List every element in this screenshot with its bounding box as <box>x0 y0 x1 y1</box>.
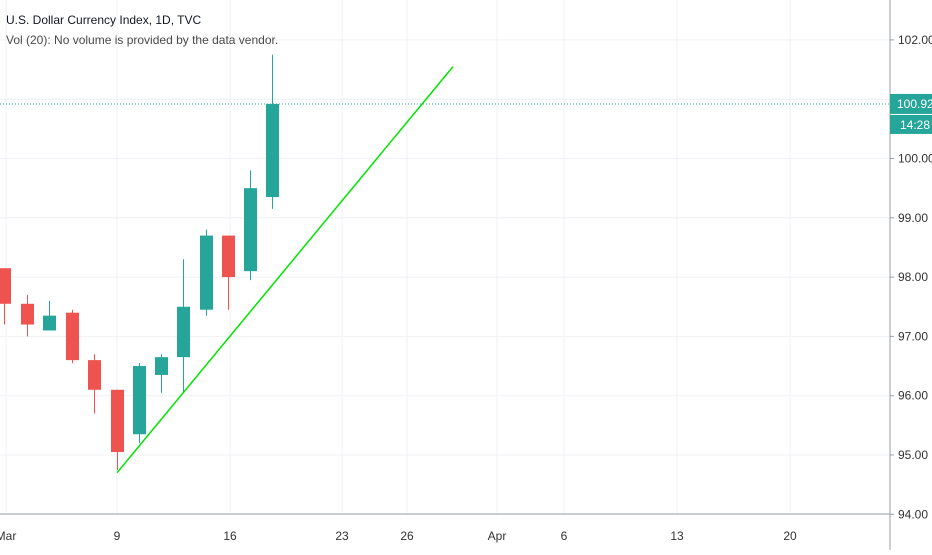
y-tick-label: 94.00 <box>898 507 928 521</box>
y-tick-label: 100.00 <box>898 152 932 166</box>
trendline[interactable] <box>116 66 454 474</box>
x-tick-label: 9 <box>114 529 121 543</box>
y-tick-label: 98.00 <box>898 270 928 284</box>
last-price-badge <box>890 93 932 114</box>
x-tick-label: 16 <box>223 529 237 543</box>
chart-legend: U.S. Dollar Currency Index, 1D, TVC Vol … <box>6 10 278 50</box>
x-tick-label: 20 <box>783 529 797 543</box>
candle-body[interactable] <box>244 188 257 272</box>
candle-body[interactable] <box>266 103 279 198</box>
last-price-value: 100.92 <box>897 97 932 111</box>
candle-body[interactable] <box>21 303 34 325</box>
x-tick-label: 6 <box>561 529 568 543</box>
candle-body[interactable] <box>133 366 146 435</box>
x-tick-label: 23 <box>335 529 349 543</box>
y-tick-label: 97.00 <box>898 329 928 343</box>
y-tick-label: 95.00 <box>898 448 928 462</box>
countdown-value: 14:28 <box>900 118 930 132</box>
symbol-title[interactable]: U.S. Dollar Currency Index, 1D, TVC <box>6 13 202 27</box>
candle-body[interactable] <box>88 360 101 390</box>
y-tick-label: 99.00 <box>898 211 928 225</box>
countdown-badge <box>890 114 932 134</box>
volume-note: Vol (20): No volume is provided by the d… <box>6 33 279 47</box>
candle-body[interactable] <box>222 235 235 278</box>
candle-body[interactable] <box>66 312 79 361</box>
y-tick-label: 102.00 <box>898 33 932 47</box>
candle-body[interactable] <box>200 235 213 310</box>
candle-body[interactable] <box>177 306 190 358</box>
x-tick-label: 13 <box>670 529 684 543</box>
candle-body[interactable] <box>43 315 56 331</box>
candle-body[interactable] <box>155 357 168 375</box>
x-tick-label: Mar <box>0 529 16 543</box>
y-tick-label: 96.00 <box>898 389 928 403</box>
x-tick-label: 26 <box>400 529 414 543</box>
candle-body[interactable] <box>111 389 124 453</box>
x-tick-label: Apr <box>488 529 507 543</box>
candle-body[interactable] <box>0 268 11 304</box>
